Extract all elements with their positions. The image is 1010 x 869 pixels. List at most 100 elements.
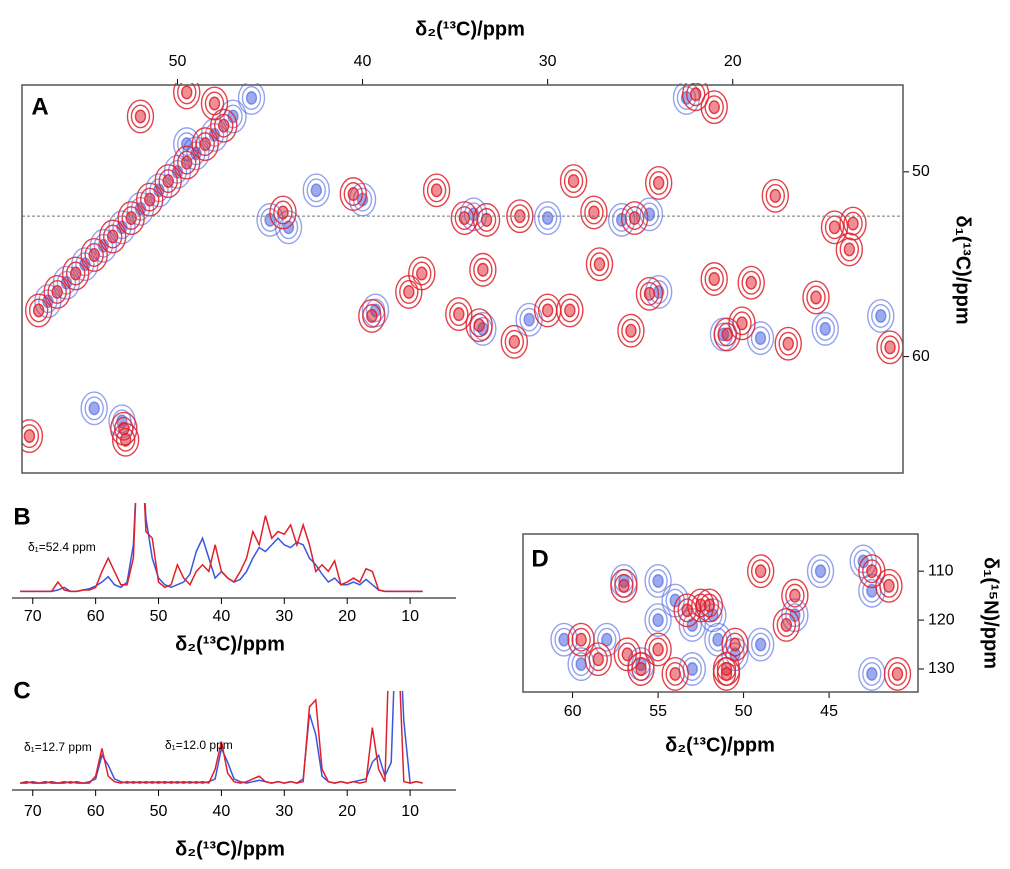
contour-peak: [737, 265, 765, 300]
contour-peak: [879, 573, 899, 598]
contour-peak: [399, 279, 419, 304]
contour-peak: [541, 211, 554, 225]
contour-peak: [862, 661, 882, 686]
contour-peak: [721, 627, 749, 662]
contour-peak: [778, 331, 798, 356]
contour-peak: [508, 334, 521, 349]
contour-peak: [51, 284, 63, 299]
contour-peak: [661, 656, 689, 691]
contour-peak: [130, 104, 151, 129]
contour-peak: [669, 666, 681, 681]
contour-peak: [700, 262, 728, 296]
contour-peak: [588, 647, 608, 672]
contour-peak: [191, 127, 219, 162]
contour-peak: [121, 206, 141, 230]
x-axis-label: δ₂(¹³C)/ppm: [175, 633, 285, 655]
contour-peak: [523, 312, 535, 327]
contour-peak: [575, 632, 587, 647]
contour-peak: [811, 311, 839, 346]
x-tick-label: 50: [735, 703, 753, 720]
y-tick-label: 120: [928, 611, 955, 628]
contour-peak: [22, 424, 40, 448]
contour-peak: [458, 211, 471, 225]
contour-peak: [69, 266, 82, 281]
contour-peak: [245, 90, 258, 105]
annotation: δ₁=12.7 ppm: [24, 740, 92, 754]
contour-peak: [358, 299, 386, 333]
contour-peak: [504, 329, 525, 354]
contour-peak: [80, 238, 108, 272]
contour-peak: [665, 661, 685, 686]
contour-peak: [774, 326, 802, 361]
contour-peak: [876, 330, 903, 365]
x-tick-label: 60: [87, 608, 105, 625]
contour-peak: [639, 281, 660, 306]
contour-peak: [564, 303, 576, 318]
y-axis-label: δ₁(¹⁵N)/ppm: [980, 557, 1002, 669]
contour-peak: [866, 666, 878, 681]
contour-peak: [181, 85, 193, 100]
x-tick-label: 40: [354, 53, 372, 70]
contour-peak: [273, 200, 293, 225]
contour-peak: [708, 100, 720, 115]
contour-peak: [862, 559, 882, 584]
y-axis-label: δ₁(¹³C)/ppm: [952, 215, 974, 324]
contour-peak: [117, 201, 145, 235]
y-tick-label: 130: [928, 660, 955, 677]
contour-peak: [204, 91, 225, 116]
contour-peak: [477, 262, 489, 277]
annotation: δ₁=52.4 ppm: [28, 540, 96, 554]
contour-peak: [717, 322, 737, 347]
contour-peak: [728, 306, 756, 341]
x-tick-label: 40: [213, 803, 231, 820]
contour-peak: [208, 96, 221, 111]
x-tick-label: 70: [24, 608, 42, 625]
x-tick-label: 50: [150, 608, 168, 625]
contour-peak: [277, 205, 289, 220]
contour-peak: [867, 299, 895, 333]
contour-peak: [635, 276, 664, 311]
contour-peak: [750, 632, 771, 657]
contour-peak: [256, 202, 284, 237]
contour-peak: [806, 554, 835, 589]
contour-peak: [631, 657, 651, 681]
contour-peak: [52, 265, 81, 300]
contour-peak: [584, 642, 612, 677]
x-tick-label: 55: [649, 703, 667, 720]
contour-peak: [339, 177, 368, 211]
contour-peak: [635, 662, 647, 676]
plot-frame: [21, 84, 904, 474]
x-tick-label: 70: [24, 803, 42, 820]
contour-peak: [736, 316, 748, 331]
contour-peak: [761, 178, 789, 213]
contour-peak: [88, 248, 100, 262]
contour-peak: [754, 331, 767, 346]
contour-peak: [819, 321, 831, 336]
contour-peak: [678, 652, 706, 686]
contour-peak: [310, 183, 322, 198]
contour-peak: [704, 267, 724, 291]
contour-peak: [559, 164, 588, 199]
contour-peak: [98, 219, 127, 254]
x-tick-label: 50: [169, 53, 187, 70]
contour-peak: [644, 603, 672, 638]
contour-peak: [106, 229, 119, 244]
contour-peak: [453, 307, 465, 322]
contour-peak: [558, 632, 570, 647]
x-tick-label: 20: [338, 803, 356, 820]
contour-peak: [114, 416, 134, 441]
contour-peak: [588, 205, 600, 220]
contour-peak: [537, 298, 558, 323]
contour-peak: [780, 618, 793, 632]
contour-peak: [652, 175, 665, 190]
contour-peak: [28, 298, 49, 323]
contour-peak: [871, 304, 891, 328]
plot-area: [22, 83, 903, 457]
contour-peak: [820, 210, 849, 245]
contour-peak: [177, 150, 197, 175]
contour-peak: [652, 642, 664, 657]
x-tick-label: 45: [820, 703, 838, 720]
contour-peak: [472, 202, 501, 237]
contour-peak: [750, 559, 771, 584]
contour-peak: [347, 187, 360, 201]
